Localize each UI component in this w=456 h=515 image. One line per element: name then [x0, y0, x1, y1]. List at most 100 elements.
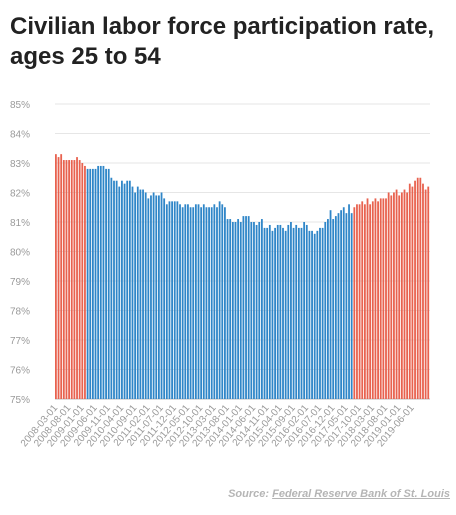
bar	[179, 204, 181, 399]
bar	[348, 204, 350, 399]
bar	[366, 198, 369, 399]
bar	[115, 180, 118, 399]
bar	[139, 189, 142, 399]
bar	[242, 216, 245, 399]
bar	[110, 177, 113, 399]
bar	[308, 230, 311, 399]
bar	[387, 192, 390, 399]
bar	[184, 204, 187, 399]
bar	[379, 198, 382, 399]
bar	[81, 163, 84, 399]
bar	[57, 157, 60, 399]
bar	[239, 222, 242, 399]
bar	[136, 186, 139, 399]
bar	[237, 219, 240, 399]
bar	[128, 180, 131, 399]
bar	[356, 204, 358, 399]
bar	[218, 201, 221, 399]
bar	[231, 222, 234, 399]
y-tick-label: 77%	[10, 336, 30, 347]
bar	[99, 165, 102, 399]
bar	[329, 210, 332, 399]
bar	[224, 207, 226, 399]
bar	[213, 204, 216, 399]
bar	[297, 227, 300, 399]
bar	[419, 177, 422, 399]
bar	[245, 216, 247, 399]
bar	[390, 195, 393, 399]
bar	[279, 224, 282, 399]
bar	[226, 219, 229, 399]
chart-title: Civilian labor force participation rate,…	[10, 13, 435, 70]
bar	[123, 183, 126, 399]
bar	[382, 198, 385, 399]
bar	[89, 168, 92, 399]
bar	[324, 222, 327, 399]
bar	[78, 160, 81, 399]
bar	[60, 154, 63, 399]
bar	[427, 186, 430, 399]
bar	[263, 227, 266, 399]
bar	[424, 189, 427, 399]
bar	[361, 201, 364, 399]
bar	[395, 189, 398, 399]
bar	[313, 233, 316, 399]
bar	[319, 227, 321, 399]
bar	[305, 224, 308, 399]
bar	[276, 224, 279, 399]
source-note: Source: Federal Reserve Bank of St. Loui…	[228, 488, 450, 500]
bar	[345, 213, 348, 399]
bar	[208, 207, 210, 399]
y-tick-label: 83%	[10, 159, 30, 170]
bar	[55, 154, 57, 399]
bar	[416, 177, 419, 399]
bar	[173, 201, 176, 399]
y-axis-labels: 75% 76% 77% 78% 79% 80% 81% 82% 83% 84% 85%	[10, 100, 30, 406]
bar	[65, 160, 68, 399]
bar	[411, 186, 414, 399]
bar	[142, 189, 144, 399]
bar	[152, 192, 155, 399]
bar	[377, 201, 379, 399]
x-axis-labels: 2008-03-012008-08-012009-01-012009-06-01…	[19, 403, 417, 450]
bar	[258, 222, 261, 399]
bar	[327, 219, 329, 399]
bar	[210, 207, 213, 399]
bar	[290, 222, 292, 399]
bar	[131, 186, 134, 399]
bar	[171, 201, 173, 399]
bar	[181, 207, 184, 399]
bar	[255, 224, 258, 399]
y-tick-label: 85%	[10, 100, 30, 111]
bar	[70, 160, 73, 399]
bar	[157, 195, 160, 399]
bar	[160, 192, 163, 399]
bar	[187, 204, 189, 399]
bar	[385, 198, 387, 399]
bar	[271, 230, 274, 399]
y-tick-label: 78%	[10, 307, 30, 318]
bar	[176, 201, 179, 399]
bar	[200, 207, 203, 399]
bar	[403, 189, 406, 399]
bar	[400, 192, 403, 399]
source-link[interactable]: Federal Reserve Bank of St. Louis	[272, 488, 450, 500]
bar	[292, 227, 295, 399]
bar	[126, 180, 129, 399]
source-prefix: Source:	[228, 488, 273, 500]
bar	[205, 207, 208, 399]
bar	[363, 204, 366, 399]
bar	[274, 227, 276, 399]
bar	[194, 204, 197, 399]
bar	[300, 227, 303, 399]
bar	[192, 207, 195, 399]
bar	[97, 165, 100, 399]
bar	[202, 204, 205, 399]
bar	[105, 168, 107, 399]
bar	[311, 230, 313, 399]
bar	[216, 207, 218, 399]
y-tick-label: 80%	[10, 248, 30, 259]
bar	[303, 222, 306, 399]
bar	[287, 224, 290, 399]
